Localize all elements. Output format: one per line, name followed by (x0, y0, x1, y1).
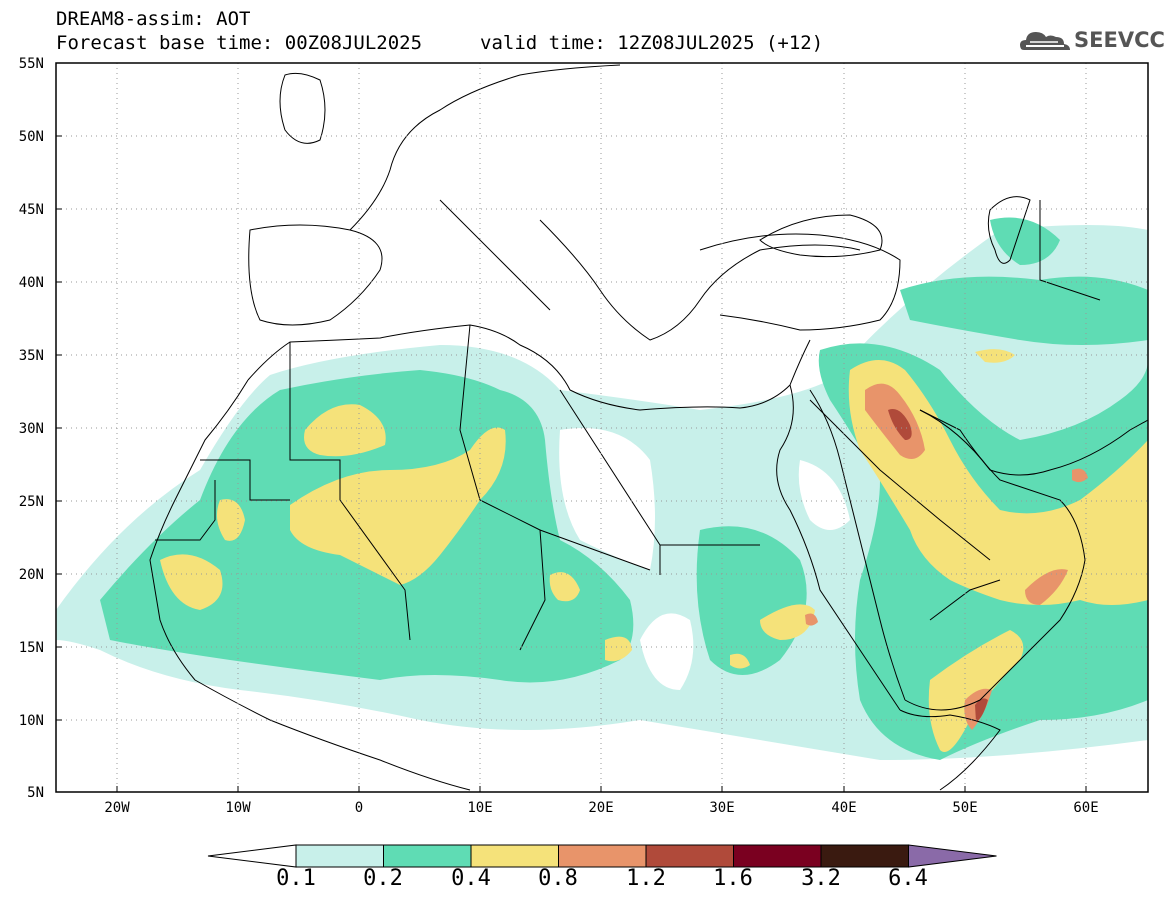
colorbar-label: 6.4 (888, 866, 928, 891)
lon-label: 40E (831, 800, 856, 816)
lat-label: 20N (19, 567, 44, 583)
lat-label: 55N (19, 56, 44, 72)
lon-label: 30E (709, 800, 734, 816)
colorbar-label: 0.4 (451, 866, 491, 891)
colorbar-label: 3.2 (801, 866, 841, 891)
lat-label: 40N (19, 275, 44, 291)
lat-label: 30N (19, 421, 44, 437)
colorbar-swatch (645, 844, 734, 868)
colorbar-label: 0.2 (363, 866, 403, 891)
lat-label: 35N (19, 348, 44, 364)
colorbar-label: 0.8 (538, 866, 578, 891)
aot-band-1.2 (888, 409, 912, 440)
colorbar-swatch (558, 844, 647, 868)
lon-label: 10W (225, 800, 251, 816)
coastlines (149, 64, 1148, 791)
graticule (56, 63, 1148, 792)
logo-text: SEEVCCC (1074, 28, 1165, 52)
lat-label: 25N (19, 494, 44, 510)
lon-label: 60E (1073, 800, 1098, 816)
lon-label: 0 (355, 800, 363, 816)
lat-axis-labels: 55N 50N 45N 40N 35N 30N 25N 20N 15N 10N … (19, 56, 44, 801)
colorbar-swatch (295, 844, 384, 868)
colorbar-swatch (470, 844, 559, 868)
forecast-base-time: Forecast base time: 00Z08JUL2025 (56, 32, 423, 54)
colorbar (207, 844, 997, 868)
colorbar-swatch (383, 844, 472, 868)
colorbar-underflow (207, 844, 297, 868)
lon-label: 50E (952, 800, 977, 816)
map-title: DREAM8-assim: AOT (56, 8, 251, 30)
lon-label: 20W (104, 800, 130, 816)
lat-label: 50N (19, 129, 44, 145)
lat-label: 5N (27, 785, 44, 801)
lon-label: 10E (467, 800, 492, 816)
valid-time: valid time: 12Z08JUL2025 (+12) (480, 32, 824, 54)
lon-label: 20E (588, 800, 613, 816)
aot-band-0.4 (290, 427, 506, 585)
colorbar-label: 1.2 (626, 866, 666, 891)
lon-axis-labels: 20W 10W 0 10E 20E 30E 40E 50E 60E (104, 800, 1098, 816)
cloud-logo-icon (1020, 32, 1070, 50)
colorbar-swatch (820, 844, 909, 868)
lat-label: 45N (19, 202, 44, 218)
axis-ticks (56, 135, 1087, 792)
colorbar-label: 0.1 (276, 866, 316, 891)
lat-label: 10N (19, 713, 44, 729)
colorbar-swatch (733, 844, 822, 868)
colorbar-label: 1.6 (713, 866, 753, 891)
lat-label: 15N (19, 640, 44, 656)
colorbar-overflow (908, 844, 997, 868)
